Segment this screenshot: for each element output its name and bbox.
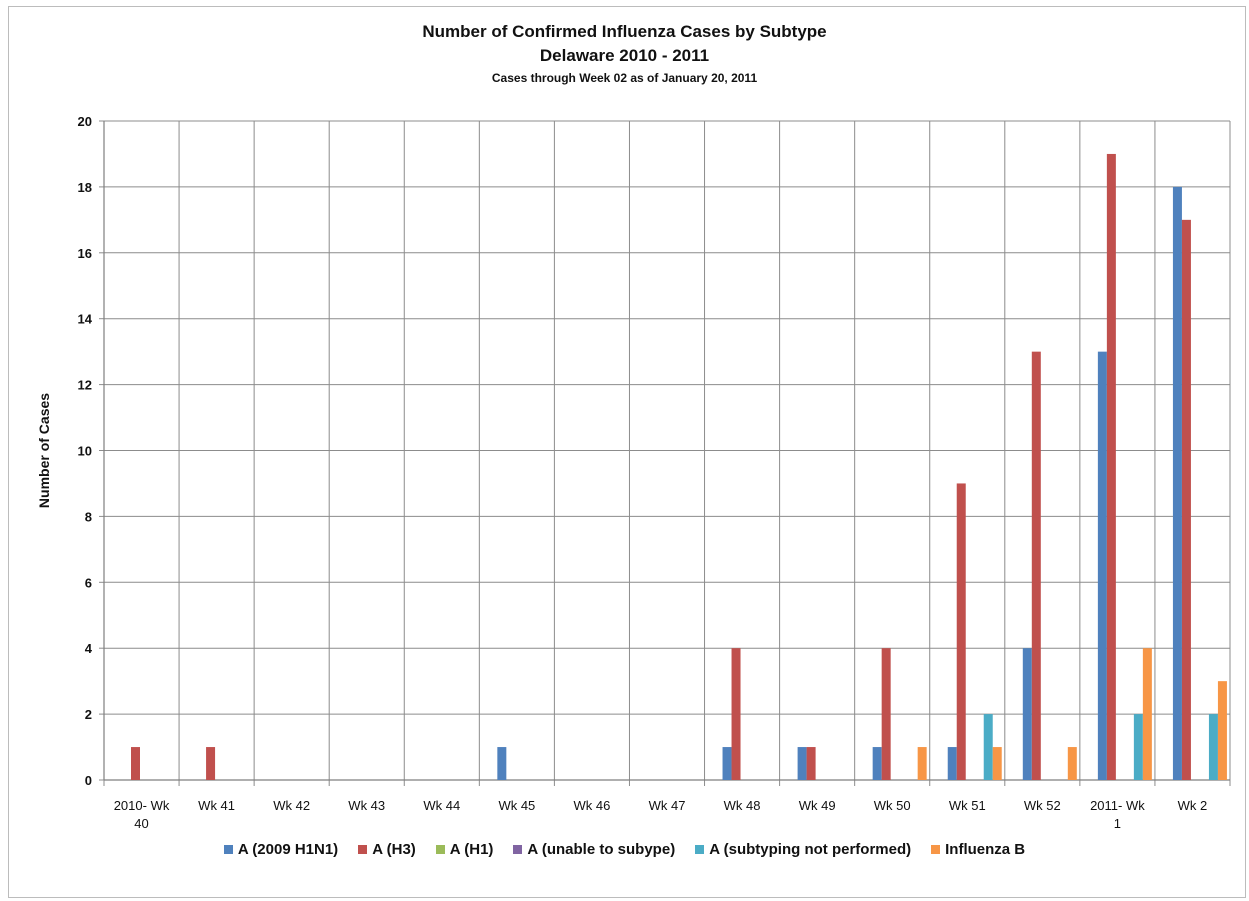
x-tick-label: Wk 46: [574, 798, 611, 813]
x-tick-label: 2011- Wk: [1090, 798, 1145, 813]
bar-influenza-b: [992, 747, 1002, 780]
bar-a-subtyping-not-performed-: [983, 714, 993, 780]
legend-label: A (subtyping not performed): [709, 841, 912, 858]
bar-a-h3-: [131, 747, 140, 780]
x-tick-label: 40: [134, 816, 148, 831]
legend-swatch: [435, 845, 445, 854]
bar-a-h3-: [881, 648, 891, 780]
bar-a-2009-h1n1-: [1097, 351, 1107, 780]
x-tick-label: Wk 41: [198, 798, 235, 813]
legend-swatch: [513, 845, 523, 854]
legend-item: A (unable to subype): [513, 841, 675, 858]
y-tick-label: 20: [78, 114, 92, 129]
bar-a-h3-: [1031, 351, 1041, 780]
legend-item: A (H1): [435, 841, 494, 858]
legend: A (2009 H1N1) A (H3) A (H1) A (unable to su…: [0, 841, 1249, 858]
x-tick-label: Wk 2: [1178, 798, 1208, 813]
bar-a-h3-: [806, 747, 816, 780]
y-tick-label: 18: [78, 180, 92, 195]
x-tick-label: Wk 50: [874, 798, 911, 813]
y-tick-label: 8: [85, 509, 92, 524]
legend-item: A (2009 H1N1): [223, 841, 339, 858]
bar-a-h3-: [1181, 219, 1191, 781]
bar-influenza-b: [1142, 648, 1152, 780]
bar-a-2009-h1n1-: [872, 747, 882, 780]
y-tick-label: 6: [85, 575, 92, 590]
legend-item: Influenza B: [931, 841, 1025, 858]
x-tick-label: Wk 52: [1024, 798, 1061, 813]
chart-subtitle: Delaware 2010 - 2011: [539, 46, 710, 65]
y-tick-label: 12: [78, 378, 92, 393]
bar-a-h3-: [1106, 153, 1116, 780]
legend-label: Influenza B: [945, 841, 1026, 858]
bar-a-2009-h1n1-: [947, 747, 957, 780]
legend-item: A (H3): [358, 841, 416, 858]
x-tick-label: 2010- Wk: [114, 798, 170, 813]
x-tick-label: Wk 47: [649, 798, 686, 813]
x-tick-label: Wk 48: [724, 798, 761, 813]
x-tick-label: Wk 42: [273, 798, 310, 813]
bar-a-h3-: [731, 648, 741, 780]
x-tick-label: Wk 45: [498, 798, 535, 813]
x-tick-label: Wk 44: [423, 798, 460, 813]
chart-subtitle-note: Cases through Week 02 as of January 20, …: [491, 71, 758, 85]
chart-title: Number of Confirmed Influenza Cases by S…: [422, 22, 827, 41]
legend-swatch: [358, 845, 368, 854]
bar-a-subtyping-not-performed-: [1133, 714, 1143, 780]
bar-a-2009-h1n1-: [1172, 186, 1182, 780]
bar-a-2009-h1n1-: [722, 747, 732, 780]
bar-influenza-b: [1067, 747, 1077, 780]
legend-swatch: [931, 845, 941, 854]
legend-label: A (2009 H1N1): [237, 841, 339, 858]
bar-a-2009-h1n1-: [1022, 648, 1032, 780]
bar-a-subtyping-not-performed-: [1208, 714, 1218, 780]
y-tick-label: 10: [78, 444, 92, 459]
bar-a-h3-: [956, 483, 966, 780]
bar-a-2009-h1n1-: [797, 747, 807, 780]
legend-item: A (subtyping not performed): [695, 841, 911, 858]
legend-label: A (unable to subype): [527, 841, 676, 858]
chart-title-block: Number of Confirmed Influenza Cases by S…: [0, 20, 1249, 88]
y-tick-label: 16: [78, 246, 92, 261]
y-tick-label: 14: [78, 312, 93, 327]
legend-swatch: [223, 845, 233, 854]
bar-a-h3-: [206, 747, 216, 780]
y-tick-label: 2: [85, 707, 92, 722]
legend-label: A (H3): [372, 841, 416, 858]
y-tick-label: 0: [85, 773, 92, 788]
x-tick-label: Wk 51: [949, 798, 986, 813]
bar-influenza-b: [917, 747, 927, 780]
x-tick-label: Wk 43: [348, 798, 385, 813]
bar-a-2009-h1n1-: [497, 747, 507, 780]
bar-influenza-b: [1217, 681, 1227, 780]
x-tick-label: Wk 49: [799, 798, 836, 813]
y-axis-title: Number of Cases: [36, 393, 52, 508]
x-tick-label: 1: [1114, 816, 1121, 831]
y-tick-label: 4: [85, 641, 93, 656]
legend-swatch: [695, 845, 705, 854]
legend-label: A (H1): [449, 841, 494, 858]
